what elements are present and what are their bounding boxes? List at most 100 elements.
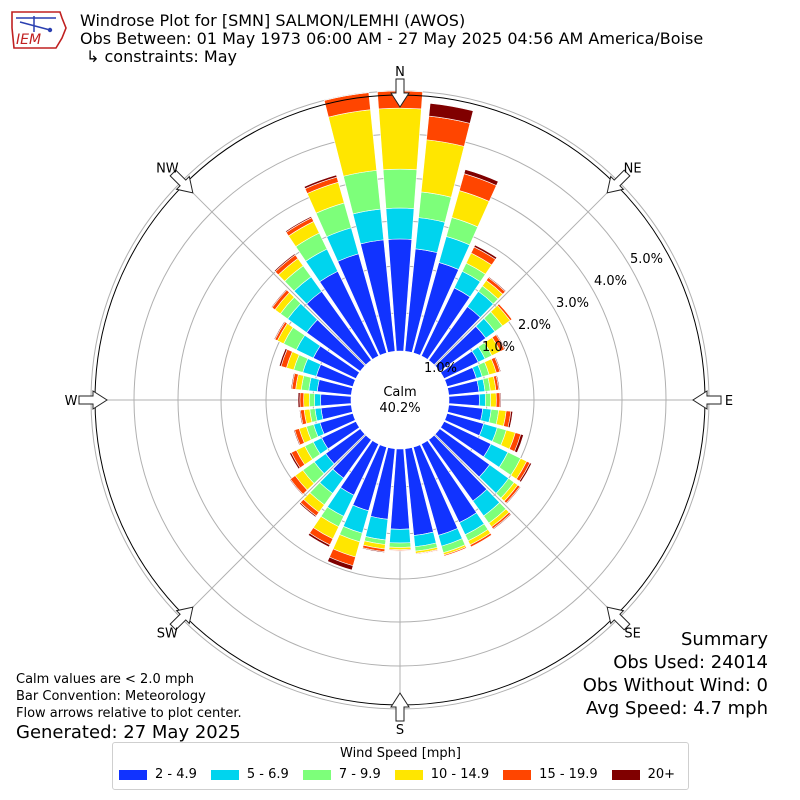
wind-bar-segment	[495, 392, 501, 408]
wind-bar-segment	[420, 139, 465, 198]
wind-bar-segment	[289, 478, 304, 496]
flow-arrow-icon	[169, 606, 194, 631]
flow-arrow-icon	[606, 606, 631, 631]
title-line-2: Obs Between: 01 May 1973 06:00 AM - 27 M…	[80, 29, 704, 48]
wind-bar-segment	[343, 170, 381, 215]
compass-label-e: E	[725, 394, 733, 409]
radial-tick-label: 4.0%	[594, 274, 627, 289]
wind-bar-segment	[289, 452, 301, 470]
wind-bar-segment	[278, 348, 288, 367]
wind-bar-segment	[297, 392, 301, 408]
legend-label: 15 - 19.9	[539, 767, 598, 782]
note-arrows: Flow arrows relative to plot center.	[16, 706, 242, 721]
wind-bar-segment	[473, 244, 498, 260]
wind-bar-segment	[352, 208, 385, 245]
title-line-3: ↳ constraints: May	[86, 47, 237, 66]
wind-bar-segment	[299, 392, 305, 408]
legend-label: 2 - 4.9	[155, 767, 197, 782]
wind-bar-segment	[428, 102, 474, 124]
legend-item: 5 - 6.9	[210, 767, 289, 782]
compass-label-n: N	[395, 65, 405, 80]
wind-bar-segment	[514, 433, 524, 454]
wind-bar-segment	[478, 393, 486, 407]
legend-swatch	[503, 769, 532, 780]
calm-label: Calm	[383, 385, 416, 400]
wind-bar-segment	[495, 333, 506, 350]
grid-spoke	[399, 399, 617, 617]
title-line-1: Windrose Plot for [SMN] SALMON/LEMHI (AW…	[80, 11, 466, 30]
wind-bar-segment	[388, 549, 412, 552]
legend-item: 15 - 19.9	[503, 767, 598, 782]
summary-avg-speed: Avg Speed: 4.7 mph	[586, 698, 768, 719]
wind-bar-segment	[320, 393, 352, 407]
legend-item: 10 - 14.9	[394, 767, 489, 782]
legend-label: 5 - 6.9	[246, 767, 289, 782]
flow-arrow-icon	[169, 169, 194, 194]
legend-label: 20+	[647, 767, 676, 782]
calm-circle	[351, 351, 449, 449]
legend-swatch	[302, 769, 331, 780]
legend-swatch	[394, 769, 423, 780]
wind-bar-segment	[362, 547, 385, 553]
calm-value: 40.2%	[379, 401, 420, 416]
flow-arrow-icon	[390, 78, 410, 108]
chart-title: Windrose Plot for [SMN] SALMON/LEMHI (AW…	[80, 12, 703, 66]
wind-bar-segment	[448, 393, 480, 407]
legend-label: 7 - 9.9	[338, 767, 381, 782]
flow-arrow-icon	[78, 390, 108, 410]
wind-bar-segment	[378, 107, 422, 171]
wind-bar-segment	[299, 409, 304, 426]
plot-notes: Calm values are < 2.0 mph Bar Convention…	[16, 671, 242, 744]
wind-bar-segment	[290, 372, 296, 390]
wind-bar-segment	[388, 542, 412, 548]
wind-bar-segment	[328, 109, 378, 177]
wind-bar-segment	[303, 174, 338, 190]
wind-bar-segment	[308, 393, 316, 407]
note-calm: Calm values are < 2.0 mph	[16, 672, 195, 687]
wind-bar-segment	[487, 276, 507, 293]
compass-label-nw: NW	[156, 161, 179, 176]
wind-bar-segment	[270, 288, 288, 309]
radial-tick-label: 3.0%	[556, 296, 589, 311]
wind-bar-segment	[494, 356, 502, 373]
iem-logo: IEM	[6, 8, 68, 56]
wind-bar-segment	[327, 556, 354, 571]
compass-label-sw: SW	[157, 627, 178, 642]
logo-text: IEM	[16, 32, 41, 48]
legend-swatch	[119, 769, 147, 780]
flow-arrow-icon	[606, 169, 631, 194]
radial-tick-label: 1.0%	[482, 340, 515, 355]
wind-bar-segment	[490, 392, 497, 408]
grid-spoke	[183, 399, 401, 617]
generated-date: Generated: 27 May 2025	[16, 722, 241, 743]
legend-item: 2 - 4.9	[119, 767, 197, 782]
wind-bar-segment	[507, 410, 514, 429]
summary-obs-used: Obs Used: 24014	[613, 652, 768, 673]
summary-obs-without-wind: Obs Without Wind: 0	[582, 675, 768, 696]
compass-label-s: S	[396, 723, 404, 738]
wind-bar-segment	[293, 429, 301, 446]
wind-bar-segment	[518, 462, 532, 483]
wind-bar-segment	[365, 515, 389, 541]
legend-item: 7 - 9.9	[302, 767, 381, 782]
wind-bar-segment	[484, 393, 492, 407]
wind-bar-segment	[314, 393, 322, 407]
legend-swatch	[210, 769, 239, 780]
wind-bar-segment	[273, 320, 286, 340]
compass-label-ne: NE	[624, 161, 642, 176]
flow-arrow-icon	[390, 692, 410, 722]
wind-bar-segment	[505, 486, 522, 505]
grid-spoke	[183, 183, 401, 401]
compass-label-se: SE	[624, 627, 640, 642]
wind-bar-segment	[415, 217, 446, 254]
flow-arrow-icon	[692, 390, 722, 410]
legend-swatch	[611, 769, 640, 780]
wind-bar-segment	[298, 502, 317, 518]
wind-bar-segment	[418, 191, 452, 223]
wind-bar-segment	[273, 253, 296, 273]
wind-bar-segment	[307, 532, 331, 548]
wind-bar-segment	[492, 513, 512, 530]
compass-label-w: W	[65, 394, 78, 409]
grid-spoke	[399, 183, 617, 401]
